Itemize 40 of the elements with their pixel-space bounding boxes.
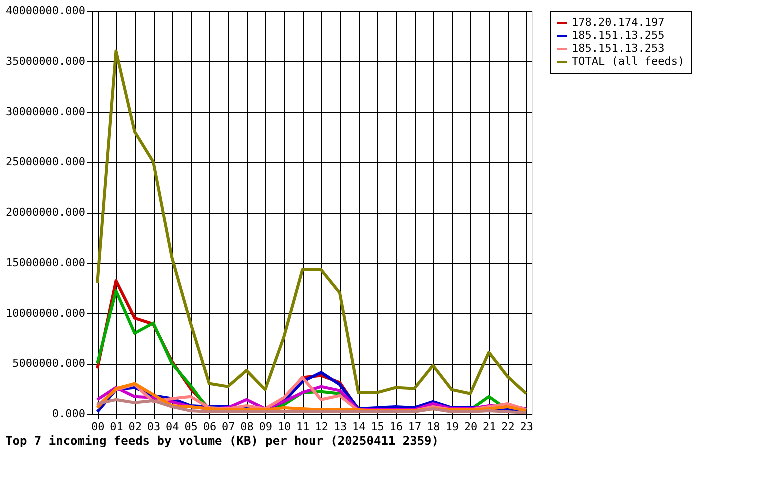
x-tick-label: 19 — [446, 420, 459, 434]
line-series — [96, 398, 528, 414]
x-tick-label: 06 — [203, 420, 217, 434]
x-tick-label: 08 — [240, 420, 254, 434]
legend-label: TOTAL (all feeds) — [572, 55, 685, 68]
x-tick-label: 04 — [166, 420, 180, 434]
y-tick-label: 25000000.000 — [6, 156, 86, 169]
x-tick-label: 20 — [464, 420, 478, 434]
x-tick-label: 15 — [371, 420, 384, 434]
x-tick-label: 01 — [110, 420, 124, 434]
y-tick-label: 35000000.000 — [6, 54, 86, 68]
x-tick-label: 23 — [520, 420, 534, 434]
x-tick-label: 18 — [427, 420, 440, 434]
y-tick-label: 0.000 — [52, 408, 86, 420]
x-tick-label: 02 — [128, 420, 142, 434]
legend-label: 185.151.13.253 — [572, 42, 665, 55]
x-tick-label: 21 — [482, 420, 496, 434]
x-tick-label: 13 — [334, 420, 348, 434]
x-tick-label: 10 — [278, 420, 292, 434]
x-tick-label: 05 — [184, 420, 198, 434]
line-series — [96, 50, 528, 396]
x-tick-label: 22 — [502, 420, 515, 434]
y-tick-label: 20000000.000 — [6, 206, 86, 219]
x-tick-label: 07 — [222, 420, 236, 434]
y-tick-label: 5000000.000 — [12, 357, 86, 370]
legend-label: 178.20.174.197 — [572, 16, 665, 29]
x-tick-label: 14 — [352, 420, 366, 434]
y-tick-label: 30000000.000 — [6, 105, 86, 118]
y-tick-label: 10000000.000 — [6, 306, 86, 320]
x-tick-label: 03 — [147, 420, 161, 434]
x-tick-label: 11 — [296, 420, 310, 434]
y-tick-label: 15000000.000 — [6, 256, 86, 270]
x-tick-label: 00 — [91, 420, 105, 434]
x-tick-label: 09 — [259, 420, 273, 434]
x-tick-label: 16 — [390, 420, 404, 434]
legend-label: 185.151.13.255 — [572, 29, 665, 42]
y-tick-label: 40000000.000 — [6, 4, 86, 18]
x-tick-label: 12 — [315, 420, 328, 434]
text: Top 7 incoming feeds by volume (KB) per hour (20250411 2359) — [6, 434, 440, 448]
x-tick-label: 17 — [408, 420, 422, 434]
